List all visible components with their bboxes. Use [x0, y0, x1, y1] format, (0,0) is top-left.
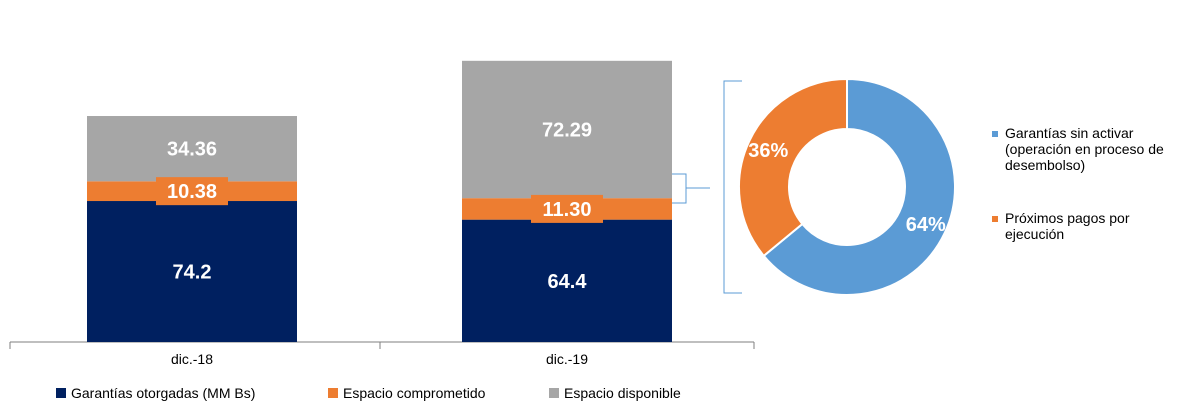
- legend-label: Espacio comprometido: [343, 385, 486, 401]
- donut-legend-label: Próximos pagos por: [1005, 210, 1130, 226]
- donut-legend-label: Garantías sin activar: [1005, 125, 1134, 141]
- data-label: 64.4: [548, 271, 588, 293]
- data-label: 34.36: [167, 139, 217, 161]
- bar-segment: [462, 219, 672, 342]
- x-tick-label: dic.-18: [171, 351, 213, 367]
- bar-segment: [87, 116, 297, 182]
- pie-bracket: [723, 80, 742, 294]
- data-label-box: [531, 194, 603, 223]
- bar-segment: [462, 60, 672, 199]
- connector-bracket: [672, 173, 687, 204]
- donut-legend-swatch: [992, 216, 998, 222]
- data-label: 72.29: [542, 119, 592, 141]
- legend-swatch: [328, 388, 338, 398]
- donut-data-label: 36%: [748, 140, 788, 162]
- donut-legend-swatch: [992, 131, 998, 137]
- legend-label: Garantías otorgadas (MM Bs): [71, 385, 255, 401]
- donut-legend-label: ejecución: [1005, 226, 1064, 242]
- legend-swatch: [56, 388, 66, 398]
- donut-slice: [738, 77, 848, 258]
- donut-slice: [762, 77, 956, 296]
- bar-segment: [87, 201, 297, 342]
- legend-label: Espacio disponible: [564, 385, 681, 401]
- data-label: 74.2: [173, 262, 212, 284]
- donut-legend-label: (operación en proceso de: [1005, 141, 1164, 157]
- data-label-box: [156, 177, 228, 206]
- data-label: 11.30: [543, 199, 592, 221]
- x-tick-label: dic.-19: [546, 351, 588, 367]
- data-label: 10.38: [167, 181, 217, 203]
- donut-legend-label: desembolso): [1005, 157, 1085, 173]
- legend-swatch: [549, 388, 559, 398]
- donut-data-label: 64%: [906, 214, 946, 236]
